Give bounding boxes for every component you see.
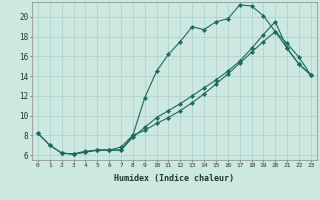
X-axis label: Humidex (Indice chaleur): Humidex (Indice chaleur): [115, 174, 234, 183]
